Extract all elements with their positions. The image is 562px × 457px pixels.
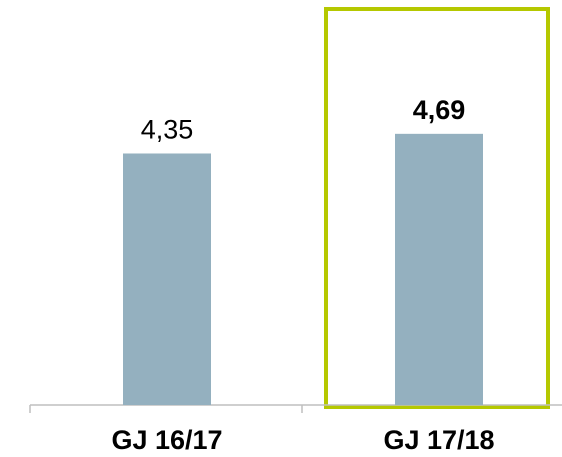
- highlight-frame: [324, 7, 550, 409]
- bar: [395, 133, 483, 405]
- x-tick-label: GJ 16/17: [111, 425, 222, 455]
- data-labels-group: 4,35 4,69: [141, 95, 466, 145]
- bar-value-label: 4,35: [141, 114, 194, 144]
- x-tick-label: GJ 17/18: [383, 425, 494, 455]
- bar: [123, 153, 211, 405]
- bars-group: [123, 133, 483, 405]
- x-axis-ticks: [29, 405, 303, 413]
- x-tick-labels-group: GJ 16/17 GJ 17/18: [111, 425, 494, 455]
- bar-value-label: 4,69: [413, 95, 466, 125]
